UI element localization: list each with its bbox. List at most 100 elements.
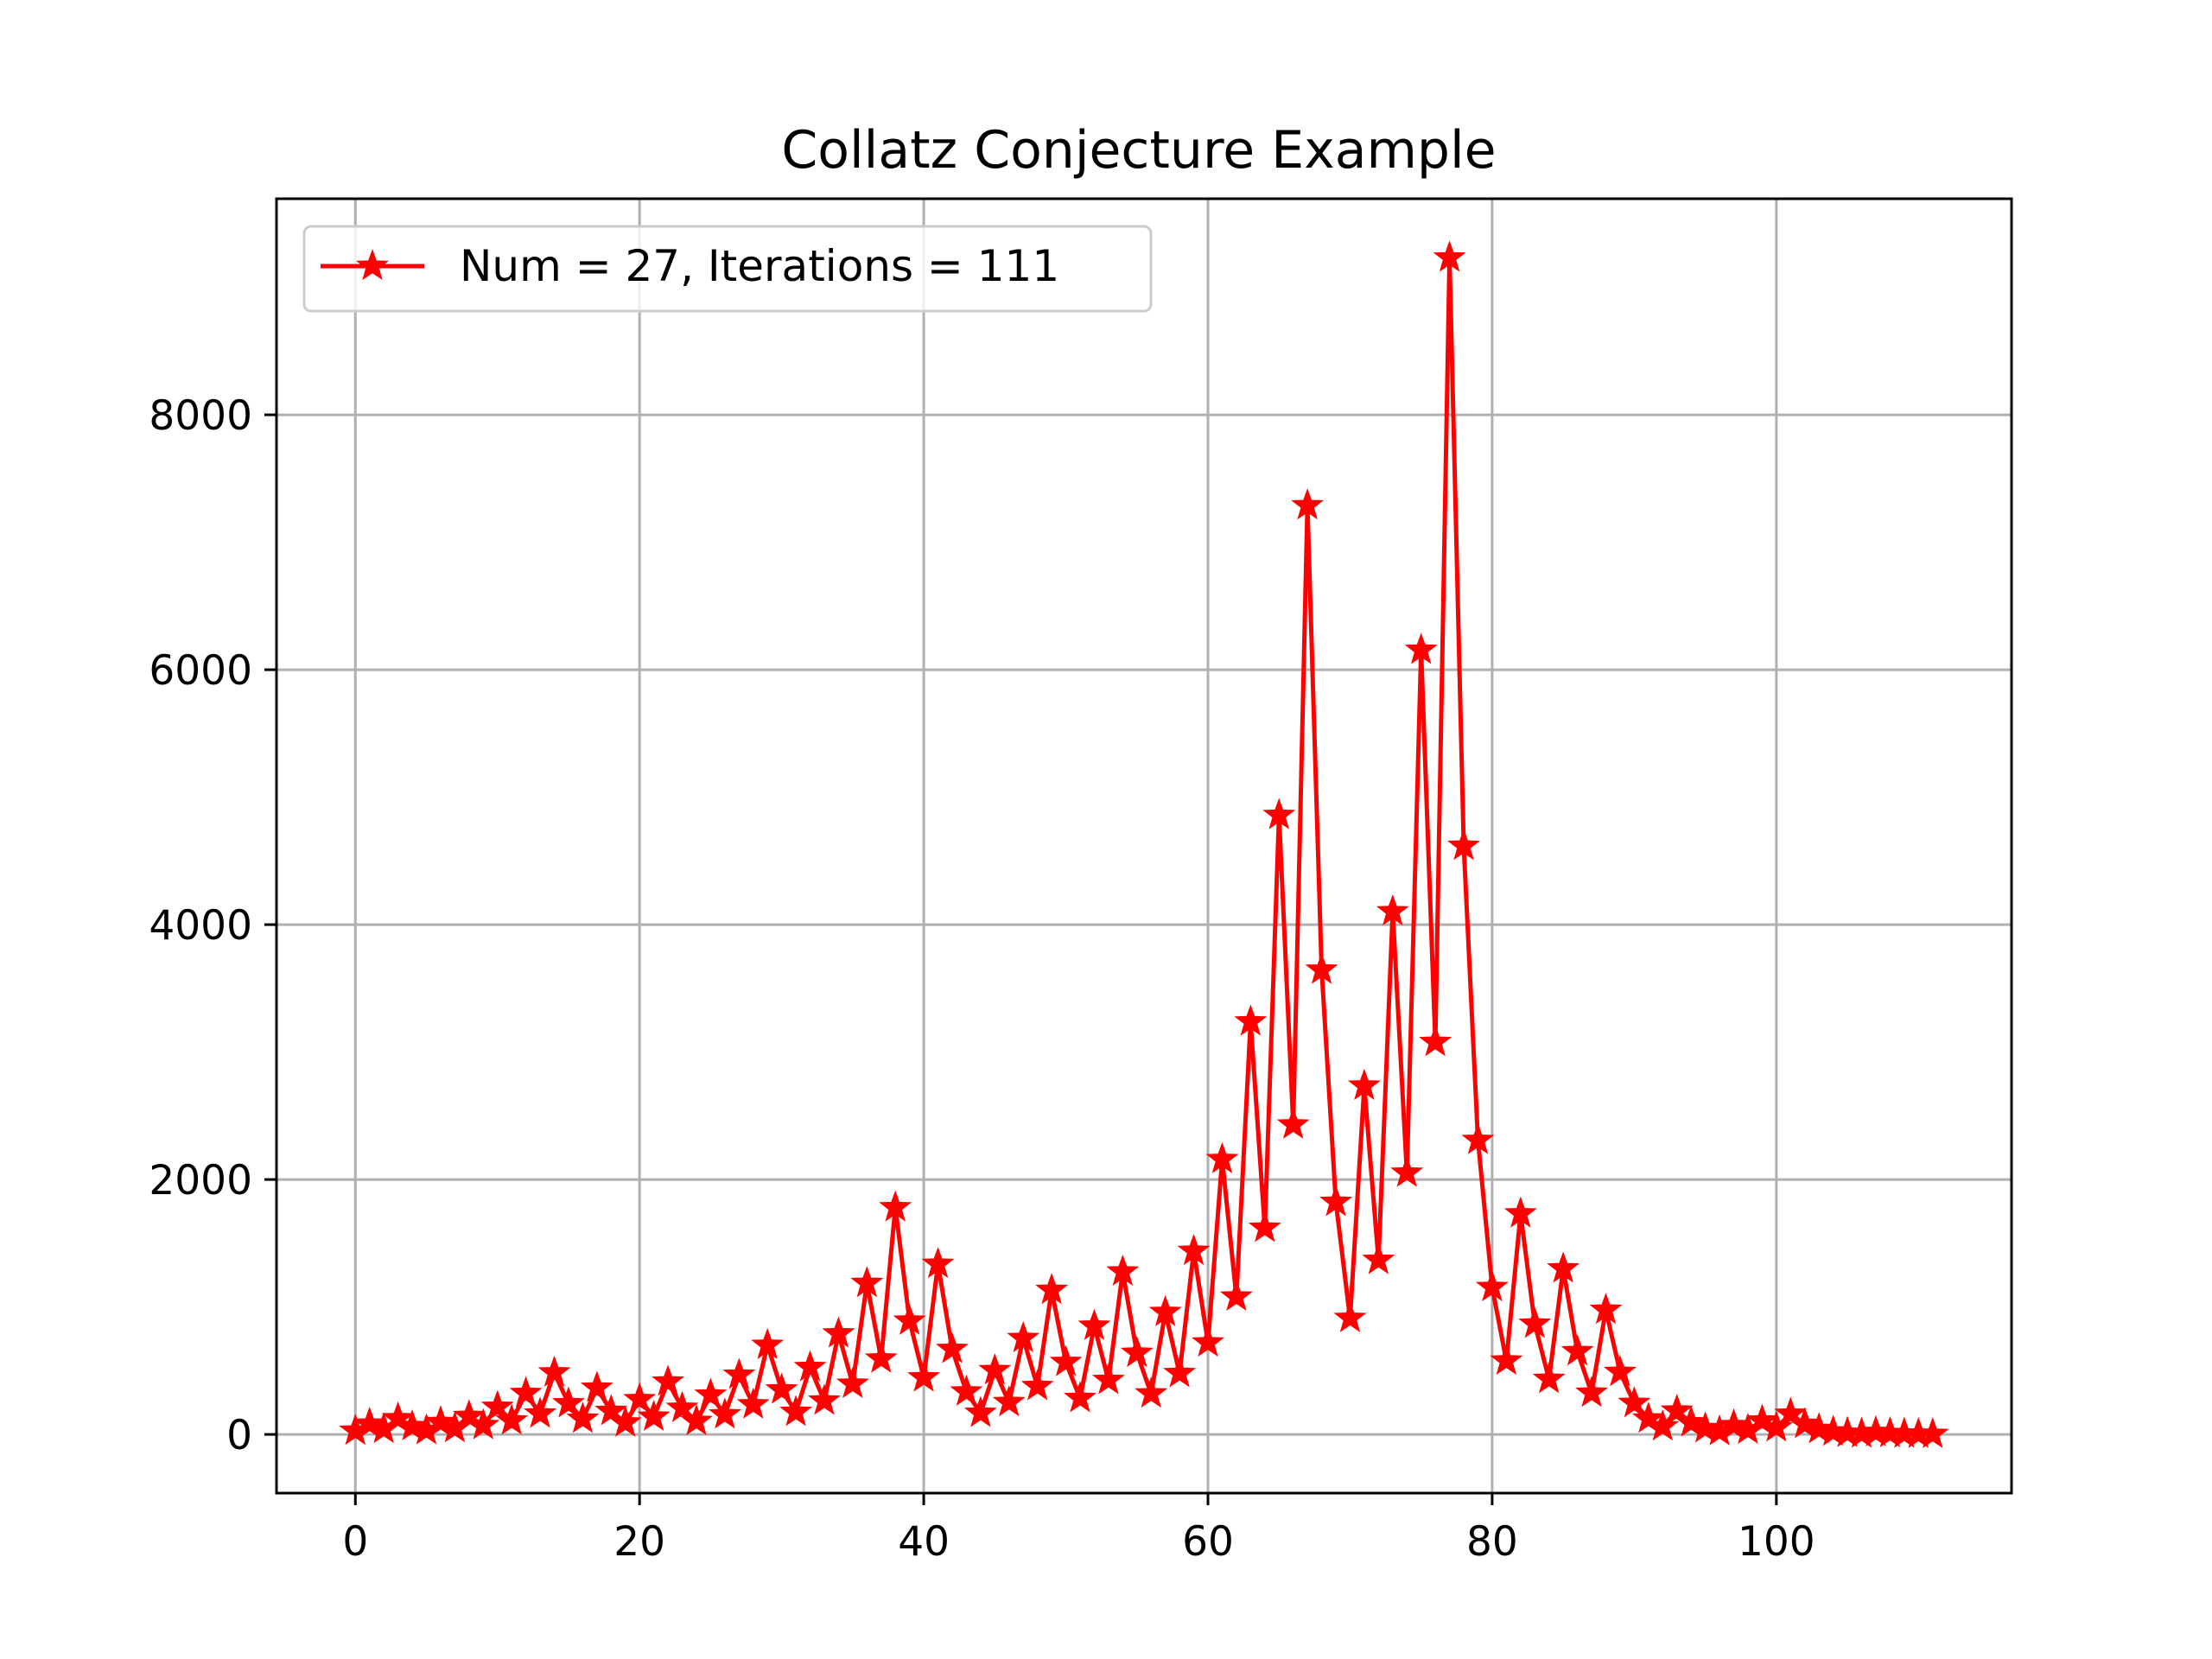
data-point-star bbox=[509, 1376, 543, 1408]
data-point-star bbox=[665, 1390, 699, 1422]
data-point-star bbox=[1262, 798, 1296, 830]
data-point-star bbox=[1007, 1320, 1040, 1352]
data-point-star bbox=[1192, 1325, 1224, 1357]
data-point-star bbox=[850, 1266, 884, 1298]
data-point-star bbox=[1020, 1369, 1054, 1401]
data-point-star bbox=[936, 1332, 969, 1363]
x-tick-label: 0 bbox=[342, 1518, 368, 1566]
data-point-star bbox=[1177, 1234, 1211, 1266]
data-point-star bbox=[793, 1350, 827, 1382]
data-point-star bbox=[1419, 1025, 1452, 1057]
data-point-star bbox=[1049, 1344, 1083, 1376]
data-point-star bbox=[1461, 1122, 1495, 1154]
data-point-star bbox=[708, 1397, 741, 1429]
data-point-star bbox=[864, 1341, 898, 1373]
y-tick-label: 2000 bbox=[149, 1157, 252, 1205]
data-point-star bbox=[1490, 1344, 1523, 1376]
data-point-star bbox=[1163, 1356, 1197, 1388]
data-point-star bbox=[1205, 1141, 1239, 1173]
data-point-star bbox=[580, 1370, 613, 1402]
data-point-star bbox=[1433, 240, 1466, 272]
legend-box bbox=[302, 225, 1153, 313]
data-point-star bbox=[1532, 1362, 1566, 1394]
data-point-star bbox=[694, 1377, 728, 1409]
legend-label: Num = 27, Iterations = 111 bbox=[460, 241, 1059, 291]
data-point-star bbox=[1475, 1269, 1509, 1301]
data-point-star bbox=[1091, 1363, 1125, 1395]
data-point-star bbox=[1219, 1279, 1253, 1312]
data-point-star bbox=[779, 1395, 813, 1427]
data-point-star bbox=[822, 1316, 855, 1348]
data-point-star bbox=[907, 1360, 941, 1392]
data-point-star bbox=[1717, 1408, 1751, 1440]
data-point-star bbox=[1503, 1196, 1537, 1228]
data-point-star bbox=[1064, 1381, 1096, 1413]
data-point-star bbox=[808, 1383, 841, 1415]
x-tick-label: 80 bbox=[1466, 1518, 1518, 1566]
data-point-star bbox=[1333, 1300, 1367, 1332]
grid-layer bbox=[276, 199, 2012, 1493]
data-point-star bbox=[1347, 1068, 1381, 1100]
data-point-star bbox=[1077, 1308, 1111, 1340]
x-tick-label: 40 bbox=[898, 1518, 950, 1566]
data-point-star bbox=[1305, 952, 1338, 984]
data-point-star bbox=[893, 1303, 926, 1335]
data-point-star bbox=[1745, 1403, 1779, 1435]
data-point-star bbox=[1291, 488, 1325, 520]
data-point-star bbox=[1362, 1243, 1395, 1274]
data-point-star bbox=[1276, 1107, 1310, 1139]
data-point-star bbox=[1106, 1254, 1140, 1287]
data-point-star bbox=[992, 1385, 1026, 1417]
data-point-star bbox=[467, 1408, 500, 1440]
data-point-star bbox=[452, 1399, 486, 1431]
data-point-star bbox=[1575, 1376, 1608, 1408]
data-point-star bbox=[950, 1374, 983, 1406]
x-tick-label: 60 bbox=[1182, 1518, 1234, 1566]
data-point-star bbox=[1547, 1251, 1580, 1283]
data-point-star bbox=[1560, 1334, 1594, 1366]
data-point-star bbox=[1603, 1355, 1637, 1387]
data-point-star bbox=[1376, 894, 1409, 926]
data-point-star bbox=[381, 1401, 415, 1433]
data-point-star bbox=[1916, 1417, 1949, 1449]
data-point-star bbox=[552, 1386, 585, 1418]
data-point-star bbox=[594, 1394, 628, 1426]
data-point-star bbox=[1234, 1004, 1268, 1036]
legend: Num = 27, Iterations = 111 bbox=[302, 225, 1153, 313]
data-point-star bbox=[623, 1382, 657, 1414]
y-tick-label: 4000 bbox=[149, 902, 252, 950]
plot-area-frame bbox=[275, 197, 2013, 1495]
data-point-star bbox=[1120, 1336, 1154, 1368]
y-tick-label: 6000 bbox=[149, 647, 252, 695]
data-point-star bbox=[566, 1402, 600, 1433]
data-point-star bbox=[423, 1405, 457, 1437]
data-point-star bbox=[1631, 1402, 1665, 1433]
data-point-star bbox=[480, 1389, 514, 1421]
data-point-star bbox=[495, 1403, 529, 1435]
chart-title: Collatz Conjecture Example bbox=[781, 120, 1496, 181]
data-point-star bbox=[836, 1366, 869, 1398]
data-point-star bbox=[524, 1396, 557, 1428]
data-point-star bbox=[608, 1405, 642, 1437]
data-point-star bbox=[1390, 1155, 1424, 1187]
data-point-star bbox=[978, 1353, 1012, 1385]
data-point-star bbox=[353, 1407, 386, 1439]
data-point-star bbox=[879, 1190, 912, 1222]
data-point-star bbox=[1148, 1294, 1182, 1326]
data-point-star bbox=[652, 1364, 685, 1396]
data-point-star bbox=[1248, 1211, 1281, 1243]
data-point-star bbox=[1404, 632, 1438, 664]
x-tick-label: 20 bbox=[613, 1518, 665, 1566]
data-point-star bbox=[722, 1357, 756, 1389]
data-point-star bbox=[1660, 1394, 1694, 1426]
data-point-star bbox=[637, 1399, 671, 1431]
data-point-star bbox=[1447, 829, 1480, 861]
data-point-star bbox=[1589, 1293, 1623, 1325]
data-point-star bbox=[1788, 1407, 1821, 1439]
data-point-star bbox=[1675, 1405, 1708, 1437]
data-point-star bbox=[1319, 1185, 1352, 1217]
data-point-star bbox=[1135, 1376, 1168, 1408]
y-tick-label: 8000 bbox=[149, 392, 252, 440]
data-point-star bbox=[537, 1355, 571, 1387]
